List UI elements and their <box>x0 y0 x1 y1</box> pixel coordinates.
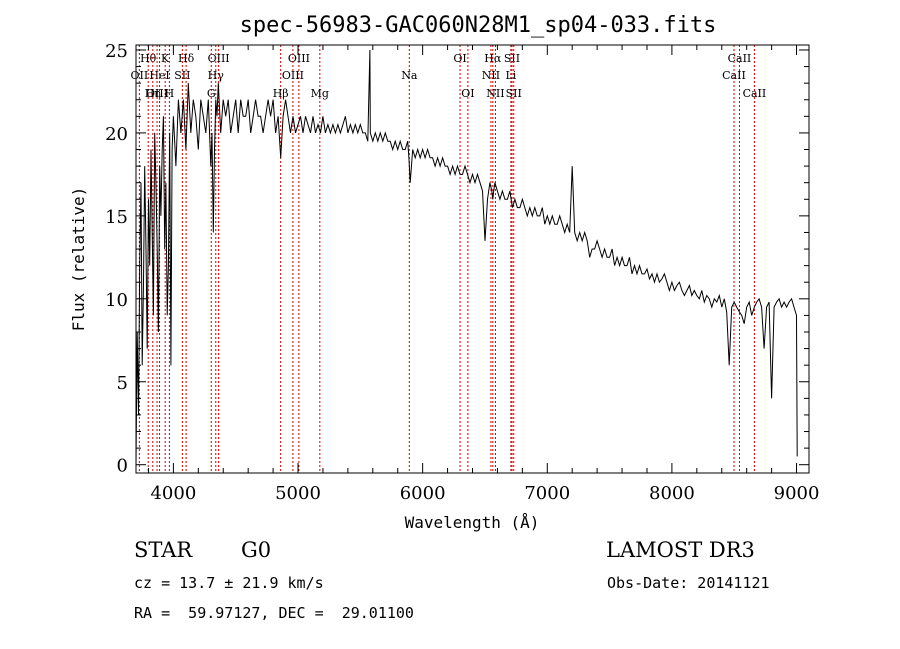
x-tick-label: 5000 <box>275 483 321 504</box>
x-tick-label: 6000 <box>400 483 446 504</box>
line-marker-label: Hγ <box>208 69 225 82</box>
line-marker-label: OIII <box>282 69 304 82</box>
line-marker-label: SII <box>174 69 190 82</box>
line-marker-label: Mg <box>311 87 329 100</box>
x-axis-label: Wavelength (Å) <box>405 513 540 532</box>
line-marker-label: Hθ <box>140 52 157 65</box>
axis-ticks: 4000 5000 6000 7000 8000 9000 0 5 10 15 20 25 <box>105 41 819 504</box>
plot-frame <box>135 44 810 474</box>
y-tick-label: 5 <box>117 373 128 394</box>
line-marker-label: Li <box>505 69 516 82</box>
y-tick-label: 0 <box>117 456 128 477</box>
object-class: STAR <box>134 538 193 562</box>
y-tick-label: 15 <box>105 207 128 228</box>
line-marker-label: CaII <box>728 52 752 65</box>
x-tick-label: 8000 <box>649 483 695 504</box>
chart-title: spec-56983-GAC060N28M1_sp04-033.fits <box>240 13 717 38</box>
y-tick-label: 20 <box>105 124 128 145</box>
line-marker-label: Hδ <box>178 52 195 65</box>
x-tick-label: 7000 <box>524 483 570 504</box>
redshift-cz: cz = 13.7 ± 21.9 km/s <box>134 574 324 592</box>
line-marker-label: K <box>161 52 170 65</box>
line-marker-label: OIII <box>288 52 310 65</box>
line-marker-label: OI <box>453 52 466 65</box>
line-marker-label: SII <box>506 87 522 100</box>
line-marker-label: OI <box>461 87 474 100</box>
y-tick-label: 10 <box>105 290 128 311</box>
line-marker-label: Na <box>401 69 418 82</box>
line-marker-label: HeI <box>149 69 169 82</box>
y-axis-label: Flux (relative) <box>69 187 88 332</box>
line-marker-label: OIII <box>208 52 230 65</box>
line-marker-label: G <box>207 87 216 100</box>
line-marker-label: CaII <box>722 69 746 82</box>
line-marker-label: CaII <box>743 87 767 100</box>
x-tick-label: 9000 <box>774 483 820 504</box>
line-marker-label: NII <box>486 87 504 100</box>
line-marker-label: OII <box>131 69 149 82</box>
x-tick-label: 4000 <box>150 483 196 504</box>
coordinates: RA = 59.97127, DEC = 29.01100 <box>134 604 414 622</box>
survey-name: LAMOST DR3 <box>606 538 755 562</box>
line-marker-label: NII <box>482 69 500 82</box>
y-tick-label: 25 <box>105 41 128 62</box>
line-marker-label: Hα <box>484 52 502 65</box>
line-marker-label: H <box>165 87 175 100</box>
line-marker-label: Hβ <box>273 87 289 100</box>
observation-date: Obs-Date: 20141121 <box>607 574 770 592</box>
subclass: G0 <box>241 538 272 562</box>
line-marker-label: SII <box>504 52 520 65</box>
spectrum-series-line <box>135 49 798 465</box>
line-marker-label: OIII <box>146 87 168 100</box>
